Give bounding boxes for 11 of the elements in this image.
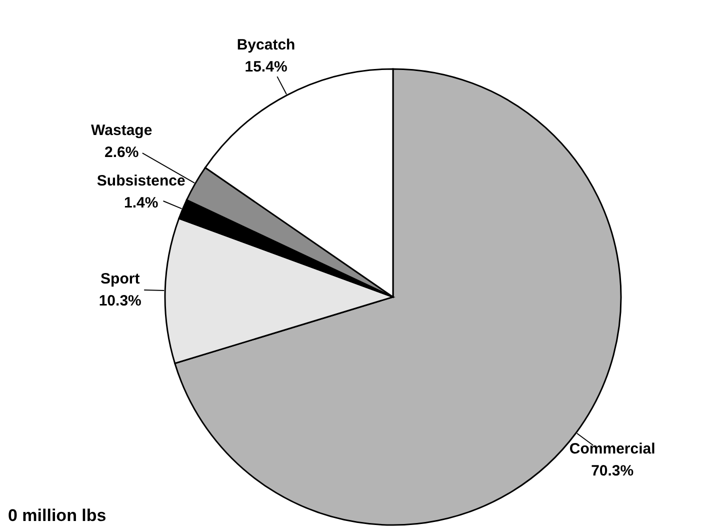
data-label: 2.6%	[104, 144, 139, 162]
slice-label: Wastage	[91, 122, 152, 140]
data-label: 70.3%	[591, 462, 634, 480]
data-label: 15.4%	[244, 58, 288, 76]
slice-label: Commercial	[569, 440, 656, 458]
data-label: 10.3%	[98, 292, 142, 310]
text: 0 million lbs	[8, 506, 106, 525]
slice-label: Sport	[100, 270, 140, 288]
slice-label: Bycatch	[236, 36, 296, 54]
slice-label: Subsistence	[96, 172, 186, 190]
data-label: 1.4%	[124, 194, 158, 212]
